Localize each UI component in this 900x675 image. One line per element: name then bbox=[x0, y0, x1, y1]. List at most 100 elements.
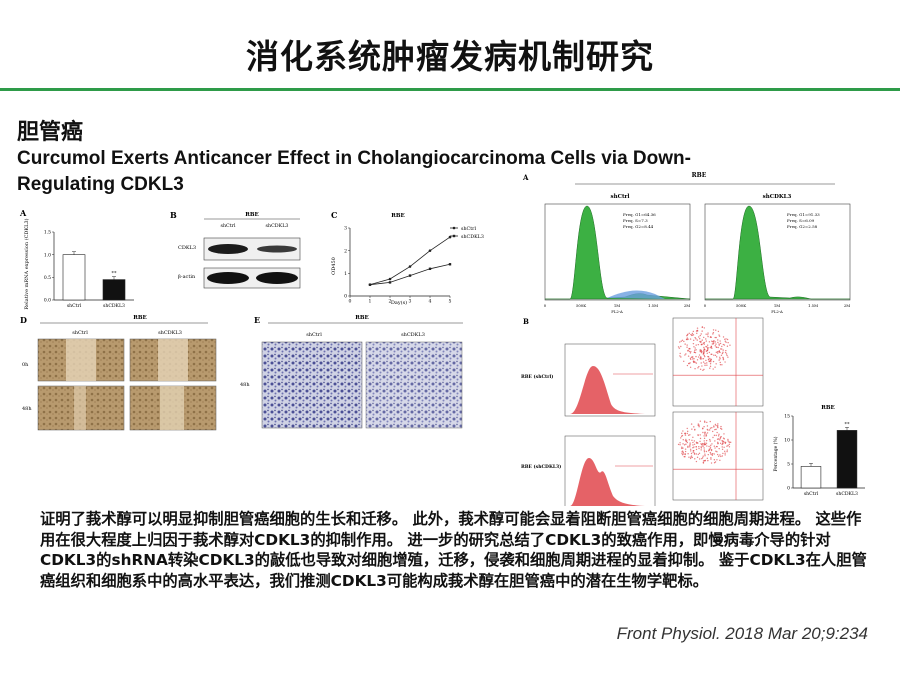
paper-title: Curcumol Exerts Anticancer Effect in Cho… bbox=[17, 148, 691, 195]
histogram-shctrl-title: shCtrl bbox=[610, 194, 629, 200]
histogram-shctrl: shCtrl Freq. G1=64.36 Freq. S=7.3 Freq. … bbox=[544, 194, 691, 314]
cell-cycle-panel: A RBE shCtrl Freq. G1=64.36 Freq. S=7.3 … bbox=[522, 172, 851, 314]
panel-e-transwell: E RBE shCtrl shCDKL3 48h bbox=[240, 315, 463, 429]
apoptosis-bar-bar-2 bbox=[836, 430, 858, 489]
panel-c-axes: 0 1 2 3 4 5 0 1 2 3 bbox=[344, 226, 451, 305]
panel-c-letter: C bbox=[331, 210, 337, 220]
svg-text:1M: 1M bbox=[614, 303, 620, 308]
svg-text:1.5M: 1.5M bbox=[648, 303, 658, 308]
panel-c-series-1-point bbox=[448, 235, 452, 239]
cell-cycle-cell-line: RBE bbox=[692, 172, 707, 179]
panel-a-bar-2 bbox=[102, 279, 126, 301]
panel-a-ytick: 0.0 bbox=[44, 298, 51, 304]
panel-e-cell-line: RBE bbox=[355, 315, 368, 321]
panel-a-category-1: shCtrl bbox=[67, 303, 82, 309]
histogram-shcdkl3-stat-1: Freq. G1=91.33 bbox=[787, 212, 820, 217]
slide-title: 消化系统肿瘤发病机制研究 bbox=[246, 37, 654, 76]
panel-c-ytick: 3 bbox=[344, 226, 347, 232]
panel-c-ytick: 2 bbox=[344, 248, 347, 254]
histogram-shctrl-stat-2: Freq. S=7.3 bbox=[623, 218, 648, 223]
panel-a-mrna-chart: A 0.0 0.5 1.0 1.5 shCtrl shCDKL3 ** Relative m… bbox=[19, 208, 134, 310]
panel-b-row-2: β-actin bbox=[178, 274, 196, 280]
panel-e-row: 48h bbox=[240, 382, 250, 388]
panel-e-col-1: shCtrl bbox=[306, 332, 322, 338]
histogram-shcdkl3: shCDKL3 Freq. G1=91.33 Freq. S=6.09 Freq… bbox=[704, 194, 851, 314]
panel-d-letter: D bbox=[20, 315, 27, 325]
panel-d-row-1: 0h bbox=[22, 362, 29, 368]
apoptosis-panel: B RBE (shCtrl) RBE (shCDKL3) RBE 0 5 10 15 s… bbox=[521, 317, 865, 506]
panel-d-col-1: shCtrl bbox=[72, 330, 88, 336]
apoptosis-row-2: RBE (shCDKL3) bbox=[521, 463, 561, 470]
apoptosis-scatter-shcdkl3 bbox=[672, 411, 764, 501]
panel-c-legend-2: shCDKL3 bbox=[461, 234, 484, 240]
panel-d-cell-line: RBE bbox=[133, 315, 146, 321]
summary-paragraph: 证明了莪术醇可以明显抑制胆管癌细胞的生长和迁移。 此外，莪术醇可能会显着阻断胆管… bbox=[40, 510, 867, 590]
panel-c-series-1-point bbox=[428, 249, 432, 252]
histogram-shcdkl3-stat-2: Freq. S=6.09 bbox=[787, 218, 815, 223]
panel-a-ytick: 1.0 bbox=[44, 252, 51, 258]
panel-d-col-2: shCDKL3 bbox=[158, 330, 182, 336]
panel-c-series-1-line bbox=[369, 236, 451, 286]
panel-d-row-2: 48h bbox=[22, 406, 32, 412]
panel-c-xtick: 4 bbox=[429, 299, 432, 305]
panel-b-lane-2: shCDKL3 bbox=[266, 223, 289, 229]
panel-a-ytick: 1.5 bbox=[44, 230, 51, 236]
panel-c-xtick: 5 bbox=[449, 299, 452, 305]
panel-c-ylabel: OD450 bbox=[331, 257, 337, 275]
panel-e-col-2: shCDKL3 bbox=[401, 332, 425, 338]
apoptosis-bar-ylabel: Percentage (%) bbox=[772, 436, 779, 471]
apoptosis-bar-ytick: 10 bbox=[784, 438, 790, 444]
svg-text:1M: 1M bbox=[774, 303, 780, 308]
citation: Front Physiol. 2018 Mar 20;9:234 bbox=[616, 624, 868, 643]
panel-c-series-1-point bbox=[388, 277, 392, 281]
panel-c-xlabel: Day(s) bbox=[391, 299, 407, 306]
panel-c-ytick: 1 bbox=[344, 271, 347, 277]
panel-c-ytick: 0 bbox=[344, 294, 347, 300]
svg-text:1.5M: 1.5M bbox=[808, 303, 818, 308]
cell-cycle-letter: A bbox=[522, 173, 529, 182]
panel-c-xtick: 0 bbox=[349, 299, 352, 305]
panel-c-xtick: 2 bbox=[389, 299, 392, 305]
panel-a-ytick: 0.5 bbox=[44, 275, 51, 281]
panel-b-western-blot: B RBE shCtrl shCDKL3 CDKL3 β-actin bbox=[170, 210, 301, 289]
svg-text:0: 0 bbox=[544, 303, 547, 308]
apoptosis-bar-ytick: 0 bbox=[787, 486, 790, 492]
apoptosis-bar-bar-1 bbox=[800, 466, 822, 489]
panel-c-legend-1: shCtrl bbox=[461, 226, 476, 232]
panel-c-series-1-point bbox=[408, 265, 412, 268]
panel-b-cell-line: RBE bbox=[245, 212, 258, 218]
panel-c-series-2-point bbox=[408, 274, 412, 277]
panel-b-letter: B bbox=[170, 210, 177, 220]
panel-c-legend: shCtrl shCDKL3 bbox=[450, 226, 484, 240]
svg-text:FL2-A: FL2-A bbox=[611, 309, 623, 314]
left-figure: A 0.0 0.5 1.0 1.5 shCtrl shCDKL3 ** Relative m… bbox=[19, 208, 484, 431]
title-divider bbox=[0, 88, 900, 91]
apoptosis-row-1: RBE (shCtrl) bbox=[521, 373, 553, 380]
apoptosis-bar-title: RBE bbox=[821, 405, 834, 411]
panel-c-title: RBE bbox=[391, 213, 404, 219]
histogram-shctrl-stat-3: Freq. G2=8.44 bbox=[623, 224, 654, 229]
apoptosis-letter: B bbox=[523, 317, 529, 326]
apoptosis-bar-category-1: shCtrl bbox=[804, 491, 819, 497]
panel-a-bar-1 bbox=[62, 254, 86, 301]
section-heading: 胆管癌 bbox=[17, 120, 84, 145]
panel-c-series-2-point bbox=[428, 267, 432, 270]
histogram-shctrl-stat-1: Freq. G1=64.36 bbox=[623, 212, 656, 217]
panel-d-wound-healing: D RBE shCtrl shCDKL3 0h 48h bbox=[20, 315, 217, 431]
svg-text:2M: 2M bbox=[844, 303, 850, 308]
svg-text:0: 0 bbox=[704, 303, 707, 308]
panel-b-lane-1: shCtrl bbox=[221, 223, 236, 229]
right-figure: A RBE shCtrl Freq. G1=64.36 Freq. S=7.3 … bbox=[521, 172, 865, 506]
apoptosis-scatter-shctrl bbox=[672, 317, 764, 407]
panel-c-growth-chart: C RBE 0 1 2 3 4 5 0 1 2 3 OD450 Day(s) shCtrl shC… bbox=[331, 210, 484, 306]
svg-text:2M: 2M bbox=[684, 303, 690, 308]
panel-c-series-2-point bbox=[448, 263, 452, 266]
svg-text:FL2-A: FL2-A bbox=[771, 309, 783, 314]
panel-c-xtick: 3 bbox=[409, 299, 412, 305]
apoptosis-bar-category-2: shCDKL3 bbox=[836, 491, 858, 497]
panel-b-row-1: CDKL3 bbox=[178, 245, 196, 251]
svg-text:500K: 500K bbox=[576, 303, 586, 308]
panel-c-series-2-point bbox=[388, 281, 392, 284]
histogram-shcdkl3-stat-3: Freq. G2=2.58 bbox=[787, 224, 818, 229]
histogram-shcdkl3-title: shCDKL3 bbox=[763, 194, 792, 200]
